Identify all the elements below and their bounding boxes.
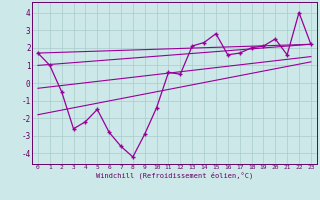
X-axis label: Windchill (Refroidissement éolien,°C): Windchill (Refroidissement éolien,°C) [96, 172, 253, 179]
